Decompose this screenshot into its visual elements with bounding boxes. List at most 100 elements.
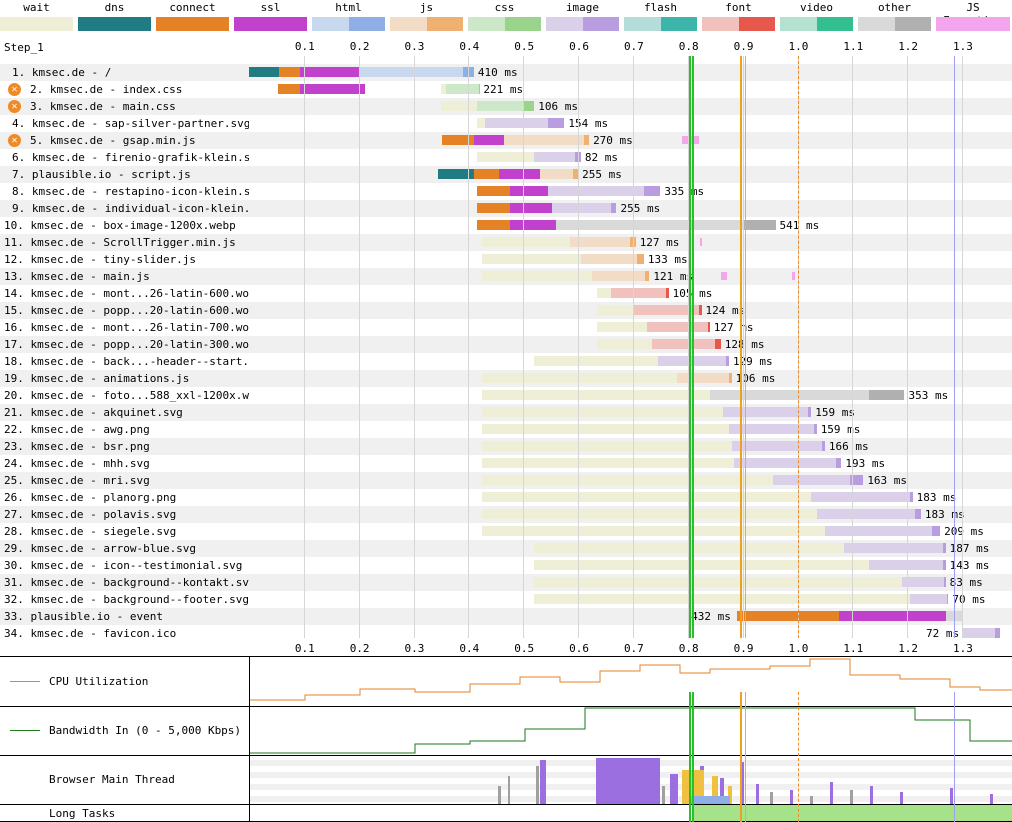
tick-label: 0.7 — [623, 40, 644, 53]
request-row: 28. kmsec.de - siegele.svg 209 ms — [0, 523, 1012, 540]
js-execution-mark — [699, 238, 703, 246]
legend-label: image — [565, 1, 600, 14]
request-duration: 335 ms — [664, 185, 705, 198]
request-segment — [569, 237, 636, 247]
request-row: 26. kmsec.de - planorg.png 183 ms — [0, 489, 1012, 506]
event-marker — [688, 692, 691, 822]
legend-item-flash: flash — [624, 0, 697, 32]
cpu-graph — [250, 658, 1012, 701]
legend-swatch — [936, 17, 1010, 31]
request-segment — [772, 475, 864, 485]
request-label: ✕ 5. kmsec.de - gsap.min.js — [0, 132, 249, 149]
request-name: 13. kmsec.de - main.js — [4, 270, 150, 283]
grid-line — [907, 56, 909, 638]
error-icon: ✕ — [8, 100, 21, 113]
request-name: 32. kmsec.de - background--footer.svg — [4, 593, 249, 606]
legend-label: flash — [643, 1, 678, 14]
legend-swatch-light — [234, 17, 271, 31]
request-label: 12. kmsec.de - tiny-slider.js — [0, 251, 249, 268]
request-label: 16. kmsec.de - mont...26-latin-700.woff2 — [0, 319, 249, 336]
divider — [0, 755, 1012, 756]
grid-line — [523, 56, 525, 638]
legend-swatch-dark — [738, 17, 775, 31]
download-segment — [944, 577, 946, 587]
bandwidth-graph — [250, 707, 1012, 754]
event-marker — [953, 56, 955, 638]
legend-swatch — [468, 17, 541, 31]
request-label: 28. kmsec.de - siegele.svg — [0, 523, 249, 540]
legend-swatch-light — [546, 17, 583, 31]
request-duration: 255 ms — [620, 202, 661, 215]
request-label: 20. kmsec.de - foto...588_xxl-1200x.webp — [0, 387, 249, 404]
legend-label: connect — [169, 1, 216, 14]
request-label: 34. kmsec.de - favicon.ico — [0, 625, 249, 642]
download-segment — [835, 458, 842, 468]
download-segment — [643, 186, 661, 196]
request-name: 19. kmsec.de - animations.js — [4, 372, 190, 385]
download-segment — [813, 424, 817, 434]
ssl-segment — [509, 186, 548, 196]
download-segment — [611, 203, 617, 213]
request-segment — [591, 271, 650, 281]
legend-label: ssl — [260, 1, 281, 14]
request-duration: 183 ms — [924, 508, 965, 521]
legend-swatch-light — [468, 17, 505, 31]
legend-item-font: font — [702, 0, 775, 32]
legend-item-video: video — [780, 0, 853, 32]
tick-label: 0.2 — [349, 642, 370, 655]
request-segment — [909, 594, 949, 604]
request-name: 16. kmsec.de - mont...26-latin-700.woff2 — [4, 321, 249, 334]
legend-swatch-light — [936, 17, 973, 31]
request-segment — [504, 135, 590, 145]
request-duration: 541 ms — [779, 219, 820, 232]
bandwidth-legend-swatch — [10, 730, 40, 731]
step-label-text: Step_1 — [4, 41, 44, 54]
request-duration: 83 ms — [949, 576, 983, 589]
wait-segment — [482, 475, 773, 485]
legend-swatch — [780, 17, 853, 31]
request-label: ✕ 3. kmsec.de - main.css — [0, 98, 249, 115]
request-segment — [476, 101, 535, 111]
wait-segment — [482, 271, 592, 281]
tick-label: 0.2 — [349, 40, 370, 53]
event-marker — [797, 692, 799, 822]
request-label: 13. kmsec.de - main.js — [0, 268, 249, 285]
tick-label: 1.2 — [898, 642, 919, 655]
wait-segment — [597, 339, 653, 349]
tick-label: 0.4 — [459, 642, 480, 655]
grid-line — [962, 56, 964, 638]
request-label: 25. kmsec.de - mri.svg — [0, 472, 249, 489]
wait-segment — [482, 424, 729, 434]
request-label: 15. kmsec.de - popp...20-latin-600.woff2 — [0, 302, 249, 319]
connect-segment — [473, 169, 499, 179]
legend: wait dns connect ssl html js css image flash font… — [0, 0, 1012, 32]
legend-swatch — [156, 17, 229, 31]
wait-segment — [534, 594, 910, 604]
wait-segment — [482, 441, 732, 451]
js-execution-mark — [792, 272, 796, 280]
legend-swatch — [78, 17, 151, 31]
request-label: 7. plausible.io - script.js — [0, 166, 249, 183]
tick-label: 1.1 — [843, 642, 864, 655]
legend-item-js: js — [390, 0, 463, 32]
event-marker — [797, 56, 799, 638]
request-label: 19. kmsec.de - animations.js — [0, 370, 249, 387]
event-marker — [739, 56, 742, 638]
request-segment — [811, 492, 913, 502]
request-segment — [844, 543, 946, 553]
request-segment — [962, 628, 1001, 638]
request-label: 27. kmsec.de - polavis.svg — [0, 506, 249, 523]
request-label: 10. kmsec.de - box-image-1200x.webp — [0, 217, 249, 234]
download-segment — [708, 322, 710, 332]
download-segment — [575, 152, 581, 162]
event-marker — [739, 692, 742, 822]
legend-swatch-dark — [426, 17, 463, 31]
legend-item-js-execution: JS Execution — [936, 0, 1010, 32]
download-segment — [523, 101, 535, 111]
grid-line — [468, 56, 470, 638]
dns-segment — [438, 169, 474, 179]
legend-swatch-dark — [192, 17, 229, 31]
legend-swatch-dark — [504, 17, 541, 31]
request-row: 25. kmsec.de - mri.svg 163 ms — [0, 472, 1012, 489]
request-duration: 82 ms — [584, 151, 618, 164]
